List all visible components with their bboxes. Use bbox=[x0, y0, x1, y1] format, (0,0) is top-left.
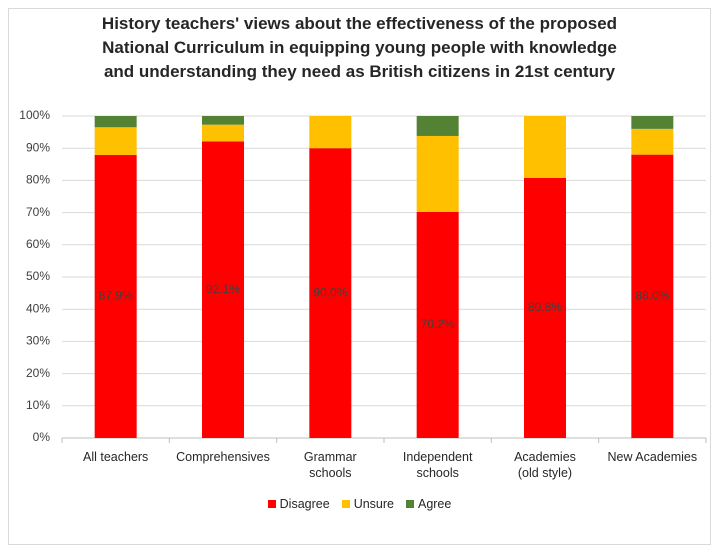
bar-segment bbox=[94, 127, 137, 155]
data-label: 70.2% bbox=[421, 317, 455, 331]
x-tick-label: New Academies bbox=[607, 450, 698, 464]
bar-segment bbox=[309, 116, 352, 149]
bar-segment bbox=[524, 116, 566, 178]
y-tick-label: 70% bbox=[26, 205, 50, 219]
data-label: 92.1% bbox=[206, 282, 240, 296]
bar-segment bbox=[631, 116, 674, 129]
legend-marker bbox=[267, 500, 276, 508]
y-tick-label: 90% bbox=[26, 140, 50, 154]
x-tick-label: Academies (old style) bbox=[514, 450, 576, 480]
data-label: 90.0% bbox=[313, 285, 347, 299]
x-tick-label: Independent schools bbox=[402, 450, 473, 480]
bar-segment bbox=[309, 148, 352, 438]
y-tick-label: 50% bbox=[26, 269, 50, 283]
bar-segment bbox=[631, 154, 674, 438]
legend-label: Agree bbox=[417, 497, 452, 511]
legend-item: Disagree bbox=[267, 497, 330, 511]
y-tick-label: 20% bbox=[26, 366, 50, 380]
legend-marker bbox=[405, 500, 414, 508]
y-tick-label: 30% bbox=[26, 334, 50, 348]
bar-segment bbox=[416, 116, 459, 136]
bar-segment bbox=[416, 135, 459, 212]
bar-segment bbox=[631, 128, 674, 155]
legend: Disagree Unsure Agree bbox=[0, 497, 719, 511]
y-tick-label: 10% bbox=[26, 398, 50, 412]
data-label: 87.9% bbox=[99, 289, 133, 303]
x-tick-label: Grammar schools bbox=[303, 450, 357, 480]
bar-segment bbox=[94, 116, 137, 128]
legend-item: Agree bbox=[405, 497, 452, 511]
bar-segment bbox=[416, 211, 459, 438]
bar-segment bbox=[524, 177, 566, 438]
legend-label: Unsure bbox=[353, 497, 394, 511]
data-label: 80.8% bbox=[528, 300, 562, 314]
chart-title: History teachers' views about the effect… bbox=[101, 14, 618, 81]
x-tick-label: All teachers bbox=[83, 450, 149, 464]
y-tick-label: 100% bbox=[19, 108, 50, 122]
legend-label: Disagree bbox=[279, 497, 330, 511]
x-tick-label: Comprehensives bbox=[176, 450, 270, 464]
bar-segment bbox=[202, 116, 244, 125]
data-label: 88.0% bbox=[635, 288, 669, 302]
y-tick-label: 40% bbox=[26, 301, 50, 315]
bar-segment bbox=[94, 154, 137, 438]
legend-marker bbox=[341, 500, 350, 508]
legend-item: Unsure bbox=[341, 497, 394, 511]
y-tick-label: 60% bbox=[26, 237, 50, 251]
y-tick-label: 80% bbox=[26, 173, 50, 187]
y-tick-label: 0% bbox=[33, 430, 51, 444]
bar-segment bbox=[202, 124, 244, 142]
bar-segment bbox=[202, 141, 244, 439]
